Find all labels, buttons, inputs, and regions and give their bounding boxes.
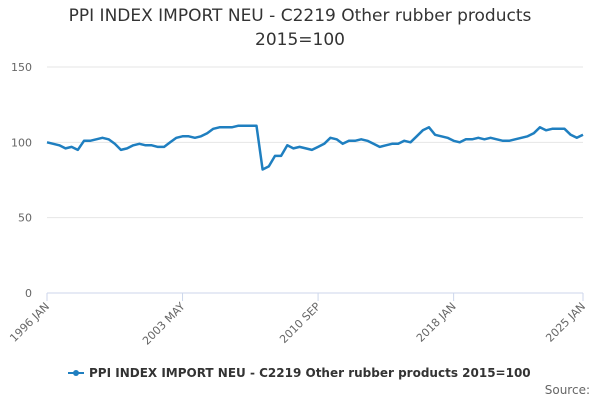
x-tick-label: 2018 JAN — [414, 300, 459, 345]
y-tick-label: 100 — [11, 136, 32, 149]
source: Source: — [545, 383, 590, 397]
y-tick-label: 0 — [25, 287, 32, 300]
x-tick-label: 2010 SEP — [277, 300, 323, 346]
y-tick-label: 150 — [11, 61, 32, 74]
legend-marker — [73, 370, 79, 376]
legend-label: PPI INDEX IMPORT NEU - C2219 Other rubbe… — [89, 366, 531, 380]
y-tick-label: 50 — [18, 212, 32, 225]
chart-title: PPI INDEX IMPORT NEU - C2219 Other rubbe… — [68, 6, 532, 50]
x-tick-label: 2025 JAN — [543, 300, 588, 345]
x-tick-label: 2003 MAY — [140, 300, 188, 348]
series-line — [46, 124, 584, 171]
x-tick-label: 1996 JAN — [7, 300, 52, 345]
